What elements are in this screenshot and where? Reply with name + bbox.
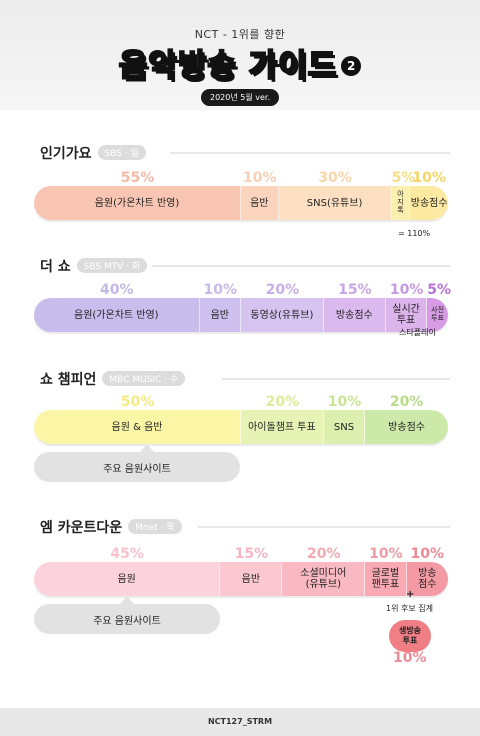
percent-row: 40% 10% 20% 15% 10% 5% xyxy=(34,282,452,298)
section-broadcast: MBC MUSIC · 수 xyxy=(102,371,186,386)
bar-segment: 음반 xyxy=(220,562,283,596)
score-bar-inkigayo: 음원(가온차트 반영) 음반 SNS(유튜브) 아 지 톡 방송점수 xyxy=(34,186,448,220)
bar-segment: 방송점수 xyxy=(365,410,448,444)
segment-percent: 5% xyxy=(427,282,452,298)
bar-segment: 동영상(유튜브) xyxy=(240,298,324,332)
music-sites-pill: 주요 음원사이트 xyxy=(34,452,240,482)
score-bar-showchampion: 음원 & 음반 아이돌챔프 투표 SNS 방송점수 xyxy=(34,410,448,444)
section-name: 쇼 챔피언 xyxy=(40,372,97,388)
segment-percent: 20% xyxy=(265,394,300,410)
section-title-theshow: 더 쇼 SBS MTV · 화 xyxy=(40,256,148,276)
header-subtitle: NCT - 1위를 향한 xyxy=(194,28,286,41)
title-wrap: 음악방송 가이드 2 xyxy=(0,40,480,85)
section-divider xyxy=(198,526,450,528)
section-divider xyxy=(222,378,450,380)
bar-segment: 음반 xyxy=(241,186,279,220)
segment-percent: 15% xyxy=(338,282,372,298)
segment-percent: 10% xyxy=(410,546,445,562)
segment-percent: 45% xyxy=(110,546,144,562)
segment-percent: 10% xyxy=(412,170,446,186)
section-broadcast: SBS MTV · 화 xyxy=(76,258,148,273)
segment-percent: 30% xyxy=(318,170,352,186)
bar-segment: 실시간 투표 xyxy=(385,298,428,332)
section-title-inkigayo: 인기가요 SBS · 일 xyxy=(40,143,146,163)
bar-segment: 방송점수 xyxy=(410,186,448,220)
segment-percent: 10% xyxy=(389,282,424,298)
percent-row: 45% 15% 20% 10% 10% xyxy=(34,546,448,562)
segment-percent: 50% xyxy=(120,394,155,410)
live-vote-badge: 생방송 투표 xyxy=(389,620,431,652)
bar-segment: 아 지 톡 xyxy=(391,186,411,220)
footer: NCT127_STRM xyxy=(0,708,480,736)
segment-percent: 10% xyxy=(203,282,238,298)
bar-segment: 아이돌챔프 투표 xyxy=(241,410,324,444)
bar-segment: 음원(가온차트 반영) xyxy=(34,298,200,332)
section-broadcast: SBS · 일 xyxy=(97,145,146,160)
section-name: 더 쇼 xyxy=(40,259,71,275)
segment-percent: 20% xyxy=(389,394,424,410)
pill-pointer xyxy=(120,596,134,604)
segment-percent: 10% xyxy=(243,170,277,186)
section-name: 엠 카운트다운 xyxy=(40,520,123,536)
bar-segment: SNS xyxy=(323,410,366,444)
score-bar-theshow: 음원(가온차트 반영) 음반 동영상(유튜브) 방송점수 실시간 투표 사전 투표 xyxy=(34,298,448,332)
section-broadcast: Mnet · 목 xyxy=(128,519,182,534)
live-vote-label: 생방송 투표 xyxy=(398,626,422,645)
bar-segment: 방송점수 xyxy=(323,298,386,332)
segment-percent: 55% xyxy=(120,170,155,186)
segment-percent: 20% xyxy=(265,282,300,298)
bar-segment: 사전 투표 xyxy=(427,298,448,332)
vote-platform-note: 스타플레이 xyxy=(399,328,436,337)
bar-segment: 음원 xyxy=(34,562,221,596)
header: NCT - 1위를 향한 음악방송 가이드 2 2020년 5월 ver. xyxy=(0,0,480,110)
section-name: 인기가요 xyxy=(40,146,92,162)
music-sites-pill: 주요 음원사이트 xyxy=(34,604,220,634)
section-divider xyxy=(170,152,450,154)
segment-percent: 5% xyxy=(391,170,416,186)
version-badge: 2020년 5월 ver. xyxy=(200,89,280,106)
segment-percent: 20% xyxy=(307,546,341,562)
page-title: 음악방송 가이드 xyxy=(118,47,338,85)
pill-pointer xyxy=(140,444,154,452)
live-vote-percent: 10% xyxy=(393,650,427,666)
percent-row: 50% 20% 10% 20% xyxy=(34,394,448,410)
bar-segment: 음반 xyxy=(199,298,241,332)
bar-segment: 방송 점수 xyxy=(406,562,448,596)
bar-segment: SNS(유튜브) xyxy=(278,186,392,220)
segment-percent: 15% xyxy=(234,546,269,562)
bar-segment: 소셜미디어 (유튜브) xyxy=(282,562,366,596)
segment-percent: 40% xyxy=(100,282,134,298)
percent-row: 55% 10% 30% 5% 10% xyxy=(34,170,448,186)
bar-segment: 글로벌 팬투표 xyxy=(365,562,407,596)
score-bar-mcountdown: 음원 음반 소셜미디어 (유튜브) 글로벌 팬투표 방송 점수 xyxy=(34,562,448,596)
bar-segment: 음원(가온차트 반영) xyxy=(34,186,241,220)
section-title-showchampion: 쇼 챔피언 MBC MUSIC · 수 xyxy=(40,369,186,389)
segment-percent: 10% xyxy=(369,546,403,562)
segment-percent: 10% xyxy=(327,394,362,410)
section-title-mcountdown: 엠 카운트다운 Mnet · 목 xyxy=(40,517,182,537)
total-note: = 110% xyxy=(398,229,431,238)
part-badge: 2 xyxy=(341,56,362,76)
bar-segment: 음원 & 음반 xyxy=(34,410,241,444)
plus-sign: + xyxy=(406,589,415,600)
candidate-note: 1위 후보 집계 xyxy=(386,604,433,613)
section-divider xyxy=(152,265,450,267)
